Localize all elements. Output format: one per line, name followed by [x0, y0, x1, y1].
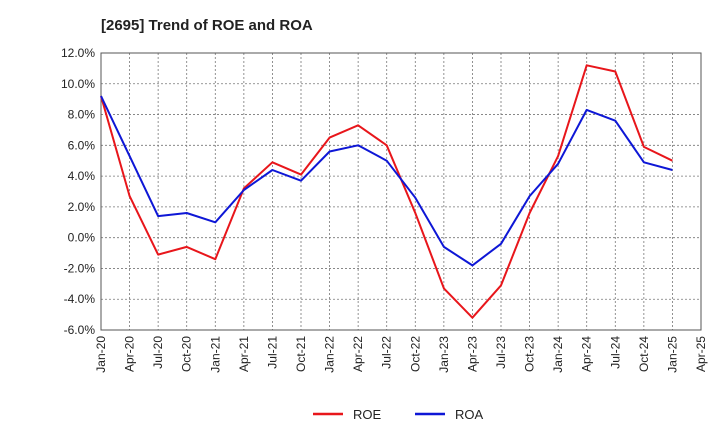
y-tick-label: -6.0% [64, 323, 96, 337]
y-tick-label: -4.0% [64, 292, 96, 306]
x-tick-label: Jul-21 [265, 336, 279, 369]
y-axis-ticks: -6.0% -4.0% -2.0% 0.0% 2.0% 4.0% 6.0% 8.0% 10.0%… [61, 46, 95, 337]
y-tick-label: 8.0% [68, 108, 96, 122]
x-tick-label: Oct-23 [523, 336, 537, 372]
grid-lines [101, 53, 701, 330]
y-tick-label: 10.0% [61, 77, 95, 91]
series-line-roa [100, 95, 673, 267]
x-tick-label: Oct-24 [637, 336, 651, 372]
y-tick-label: 6.0% [68, 138, 96, 152]
y-tick-label: 2.0% [68, 200, 96, 214]
x-tick-label: Apr-23 [465, 336, 479, 372]
x-tick-label: Jan-23 [437, 336, 451, 373]
x-axis-ticks: Jan-20 Apr-20 Jul-20 Oct-20 Jan-21 Apr-21 Jul-… [94, 336, 708, 373]
legend: ROE ROA [313, 407, 484, 422]
x-tick-label: Apr-24 [580, 336, 594, 372]
plot-frame [100, 52, 702, 331]
x-tick-label: Jan-21 [208, 336, 222, 373]
x-tick-label: Oct-21 [294, 336, 308, 372]
series-lines [100, 64, 673, 319]
x-tick-label: Jan-20 [94, 336, 108, 373]
y-tick-label: 4.0% [68, 169, 96, 183]
x-tick-label: Apr-22 [351, 336, 365, 372]
y-tick-label: -2.0% [64, 261, 96, 275]
x-tick-label: Jul-20 [151, 336, 165, 369]
legend-label-roe: ROE [353, 407, 382, 422]
x-tick-label: Apr-21 [237, 336, 251, 372]
x-tick-label: Jul-23 [494, 336, 508, 369]
chart-title: [2695] Trend of ROE and ROA [101, 17, 313, 34]
x-tick-label: Oct-22 [408, 336, 422, 372]
x-tick-label: Jan-25 [665, 336, 679, 373]
x-tick-label: Jan-22 [323, 336, 337, 373]
x-tick-label: Jan-24 [551, 336, 565, 373]
x-tick-label: Jul-22 [380, 336, 394, 369]
x-tick-label: Apr-20 [123, 336, 137, 372]
legend-label-roa: ROA [455, 407, 484, 422]
series-line-roe [100, 64, 673, 319]
x-tick-label: Apr-25 [694, 336, 708, 372]
y-tick-label: 0.0% [68, 231, 96, 245]
x-tick-label: Jul-24 [608, 336, 622, 369]
y-tick-label: 12.0% [61, 46, 95, 60]
x-tick-label: Oct-20 [180, 336, 194, 372]
